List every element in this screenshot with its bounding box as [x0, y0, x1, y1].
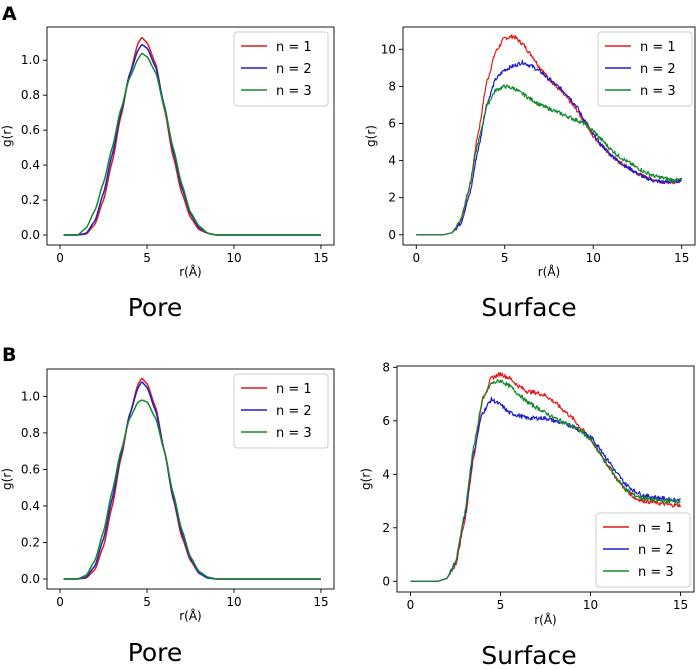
y-tick-label: 8 [388, 79, 396, 93]
legend-label-n3: n = 3 [276, 84, 312, 99]
y-tick-label: 6 [388, 116, 396, 130]
legend-box [233, 31, 329, 107]
x-tick-label: 5 [501, 251, 509, 265]
y-tick-label: 10 [381, 42, 396, 56]
y-tick-label: 0.6 [21, 123, 40, 137]
legend-label-n2: n = 2 [276, 62, 312, 77]
x-tick-label: 5 [143, 595, 151, 609]
y-tick-label: 8 [382, 360, 390, 374]
x-axis-label: r(Å) [534, 612, 557, 627]
x-tick-label: 0 [56, 595, 64, 609]
x-axis-label: r(Å) [179, 264, 202, 279]
series-line-n3 [410, 379, 681, 582]
legend-label-n1: n = 1 [276, 40, 312, 55]
legend-label-n2: n = 2 [638, 543, 674, 558]
x-tick-label: 15 [673, 598, 688, 612]
y-tick-label: 0.0 [21, 228, 40, 242]
caption-pore-b: Pore [128, 638, 183, 667]
series-line-n3 [63, 52, 321, 236]
x-tick-label: 15 [313, 251, 328, 265]
legend-label-n3: n = 3 [276, 426, 312, 441]
plot-frame [396, 365, 695, 593]
chart-surface-a: 0 5 10 15 0 2 4 6 8 10 r(Å) g(r) n = 1 n = 2 n = 3 [364, 26, 696, 279]
legend-label-n3: n = 3 [638, 565, 674, 580]
series-line-n1 [410, 372, 682, 582]
x-tick-label: 5 [497, 598, 505, 612]
legend-label-n2: n = 2 [276, 404, 312, 419]
y-tick-label: 1.0 [21, 53, 40, 67]
y-axis-label: g(r) [0, 468, 14, 490]
y-axis-label: g(r) [359, 468, 373, 490]
x-tick-label: 15 [674, 251, 689, 265]
x-tick-label: 0 [412, 251, 420, 265]
caption-surface-a: Surface [481, 293, 576, 322]
legend: n = 1 n = 2 n = 3 [233, 31, 329, 107]
caption-pore-a: Pore [128, 293, 183, 322]
series-line-n2 [416, 59, 683, 236]
x-tick-label: 10 [226, 595, 241, 609]
legend-label-n1: n = 1 [640, 40, 676, 55]
legend-label-n3: n = 3 [640, 84, 676, 99]
y-tick-label: 0.8 [21, 426, 40, 440]
x-tick-label: 0 [56, 251, 64, 265]
y-tick-label: 0.4 [21, 499, 40, 513]
chart-surface-b: 0 5 10 15 0 2 4 6 8 r(Å) g(r) n = 1 n = 2 n = 3 [359, 360, 695, 627]
y-tick-label: 2 [388, 191, 396, 205]
series-line-n3 [416, 84, 682, 236]
y-tick-label: 6 [382, 414, 390, 428]
x-axis-label: r(Å) [538, 264, 561, 279]
chart-pore-a: 0 5 10 150.00.20.40.60.81.0r(Å)g(r)n = 1n =… [0, 26, 335, 279]
series-line-n3 [63, 399, 321, 580]
legend-box [595, 512, 691, 588]
plot-frame [46, 26, 335, 246]
x-tick-label: 10 [586, 251, 601, 265]
y-tick-label: 0 [388, 228, 396, 242]
legend: n = 1 n = 2 n = 3 [233, 373, 329, 449]
y-tick-label: 0 [382, 574, 390, 588]
x-axis-label: r(Å) [179, 608, 202, 623]
x-tick-label: 5 [143, 251, 151, 265]
y-axis-label: g(r) [0, 125, 14, 147]
y-tick-label: 0.0 [21, 572, 40, 586]
legend-label-n1: n = 1 [638, 521, 674, 536]
legend-label-n1: n = 1 [276, 382, 312, 397]
y-tick-label: 4 [382, 467, 390, 481]
plot-frame [46, 368, 335, 590]
panel-label-a: A [2, 3, 17, 25]
y-tick-label: 0.8 [21, 88, 40, 102]
y-tick-label: 0.4 [21, 158, 40, 172]
y-tick-label: 0.2 [21, 193, 40, 207]
plot-frame [402, 26, 696, 246]
y-tick-label: 4 [388, 154, 396, 168]
y-tick-label: 0.2 [21, 535, 40, 549]
x-tick-label: 15 [313, 595, 328, 609]
y-tick-label: 0.6 [21, 462, 40, 476]
x-tick-label: 0 [407, 598, 415, 612]
legend: n = 1 n = 2 n = 3 [595, 512, 691, 588]
chart-pore-b: 0 5 10 150.00.20.40.60.81.0r(Å)g(r)n = 1n =… [0, 368, 335, 623]
y-axis-label: g(r) [364, 125, 378, 147]
legend-label-n2: n = 2 [640, 62, 676, 77]
y-tick-label: 1.0 [21, 389, 40, 403]
x-tick-label: 10 [226, 251, 241, 265]
panel-label-b: B [2, 344, 16, 366]
x-tick-label: 10 [583, 598, 598, 612]
caption-surface-b: Surface [481, 641, 576, 669]
legend-box [233, 373, 329, 449]
y-tick-label: 2 [382, 521, 390, 535]
legend-box [597, 31, 693, 107]
legend: n = 1 n = 2 n = 3 [597, 31, 693, 107]
